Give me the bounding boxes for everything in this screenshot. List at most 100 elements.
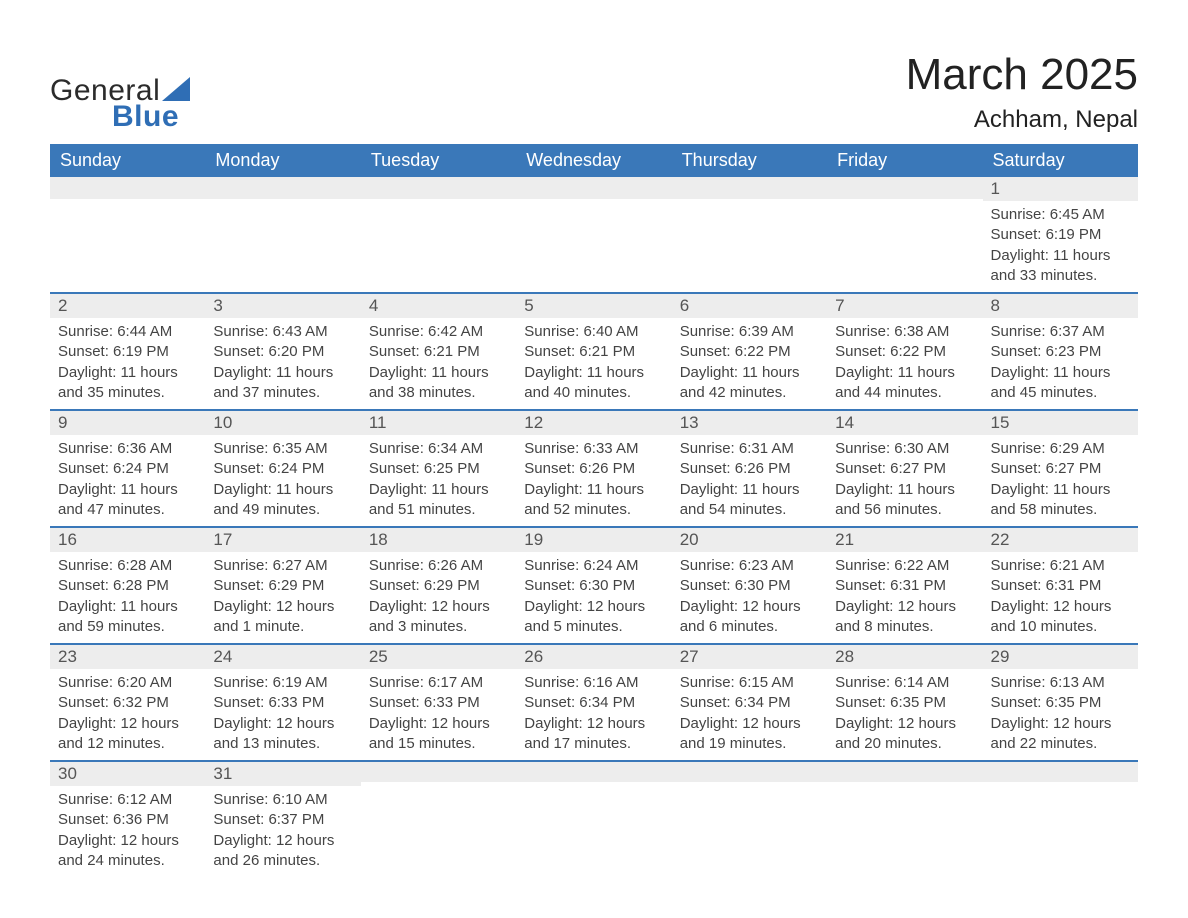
calendar-cell: 9Sunrise: 6:36 AMSunset: 6:24 PMDaylight… — [50, 409, 205, 526]
daylight-text-line1: Daylight: 11 hours — [835, 363, 974, 383]
daylight-text-line1: Daylight: 11 hours — [524, 363, 663, 383]
sunrise-text: Sunrise: 6:19 AM — [213, 673, 352, 693]
sunset-text: Sunset: 6:36 PM — [58, 810, 197, 830]
sunset-text: Sunset: 6:24 PM — [213, 459, 352, 479]
day-number: 2 — [50, 292, 205, 318]
day-body: Sunrise: 6:20 AMSunset: 6:32 PMDaylight:… — [50, 669, 205, 760]
sunrise-text: Sunrise: 6:24 AM — [524, 556, 663, 576]
day-body: Sunrise: 6:44 AMSunset: 6:19 PMDaylight:… — [50, 318, 205, 409]
sunrise-text: Sunrise: 6:38 AM — [835, 322, 974, 342]
daylight-text-line2: and 19 minutes. — [680, 734, 819, 754]
sunrise-text: Sunrise: 6:13 AM — [991, 673, 1130, 693]
empty-day-header — [361, 760, 516, 782]
day-number: 17 — [205, 526, 360, 552]
empty-day-body — [361, 199, 516, 279]
sunset-text: Sunset: 6:33 PM — [213, 693, 352, 713]
sunset-text: Sunset: 6:27 PM — [835, 459, 974, 479]
sunrise-text: Sunrise: 6:44 AM — [58, 322, 197, 342]
calendar-cell: 11Sunrise: 6:34 AMSunset: 6:25 PMDayligh… — [361, 409, 516, 526]
calendar-week-row: 1Sunrise: 6:45 AMSunset: 6:19 PMDaylight… — [50, 177, 1138, 292]
daylight-text-line2: and 8 minutes. — [835, 617, 974, 637]
sunrise-text: Sunrise: 6:33 AM — [524, 439, 663, 459]
calendar-week-row: 30Sunrise: 6:12 AMSunset: 6:36 PMDayligh… — [50, 760, 1138, 877]
calendar-cell: 20Sunrise: 6:23 AMSunset: 6:30 PMDayligh… — [672, 526, 827, 643]
weekday-monday: Monday — [205, 144, 360, 177]
calendar-cell: 28Sunrise: 6:14 AMSunset: 6:35 PMDayligh… — [827, 643, 982, 760]
day-body: Sunrise: 6:13 AMSunset: 6:35 PMDaylight:… — [983, 669, 1138, 760]
daylight-text-line2: and 12 minutes. — [58, 734, 197, 754]
weekday-friday: Friday — [827, 144, 982, 177]
day-number: 20 — [672, 526, 827, 552]
day-body: Sunrise: 6:21 AMSunset: 6:31 PMDaylight:… — [983, 552, 1138, 643]
sunrise-text: Sunrise: 6:36 AM — [58, 439, 197, 459]
calendar-cell: 27Sunrise: 6:15 AMSunset: 6:34 PMDayligh… — [672, 643, 827, 760]
sunrise-text: Sunrise: 6:26 AM — [369, 556, 508, 576]
day-body: Sunrise: 6:17 AMSunset: 6:33 PMDaylight:… — [361, 669, 516, 760]
calendar-table: Sunday Monday Tuesday Wednesday Thursday… — [50, 144, 1138, 877]
daylight-text-line2: and 37 minutes. — [213, 383, 352, 403]
daylight-text-line2: and 52 minutes. — [524, 500, 663, 520]
day-number: 9 — [50, 409, 205, 435]
sunset-text: Sunset: 6:30 PM — [524, 576, 663, 596]
sunset-text: Sunset: 6:20 PM — [213, 342, 352, 362]
sunset-text: Sunset: 6:22 PM — [680, 342, 819, 362]
sunrise-text: Sunrise: 6:42 AM — [369, 322, 508, 342]
sunset-text: Sunset: 6:34 PM — [524, 693, 663, 713]
empty-day-body — [50, 199, 205, 279]
sunset-text: Sunset: 6:19 PM — [991, 225, 1130, 245]
sunrise-text: Sunrise: 6:40 AM — [524, 322, 663, 342]
sunrise-text: Sunrise: 6:45 AM — [991, 205, 1130, 225]
day-body: Sunrise: 6:31 AMSunset: 6:26 PMDaylight:… — [672, 435, 827, 526]
day-body: Sunrise: 6:34 AMSunset: 6:25 PMDaylight:… — [361, 435, 516, 526]
daylight-text-line1: Daylight: 11 hours — [58, 480, 197, 500]
daylight-text-line2: and 3 minutes. — [369, 617, 508, 637]
daylight-text-line1: Daylight: 11 hours — [991, 363, 1130, 383]
empty-day-header — [827, 760, 982, 782]
calendar-cell: 22Sunrise: 6:21 AMSunset: 6:31 PMDayligh… — [983, 526, 1138, 643]
weekday-tuesday: Tuesday — [361, 144, 516, 177]
day-body: Sunrise: 6:15 AMSunset: 6:34 PMDaylight:… — [672, 669, 827, 760]
day-number: 6 — [672, 292, 827, 318]
daylight-text-line1: Daylight: 12 hours — [524, 597, 663, 617]
calendar-cell — [361, 177, 516, 292]
weekday-saturday: Saturday — [983, 144, 1138, 177]
day-body: Sunrise: 6:43 AMSunset: 6:20 PMDaylight:… — [205, 318, 360, 409]
sunrise-text: Sunrise: 6:10 AM — [213, 790, 352, 810]
sunrise-text: Sunrise: 6:35 AM — [213, 439, 352, 459]
daylight-text-line1: Daylight: 11 hours — [369, 480, 508, 500]
calendar-cell: 17Sunrise: 6:27 AMSunset: 6:29 PMDayligh… — [205, 526, 360, 643]
empty-day-header — [361, 177, 516, 199]
weekday-sunday: Sunday — [50, 144, 205, 177]
day-number: 5 — [516, 292, 671, 318]
logo-text-blue: Blue — [112, 100, 179, 134]
sunset-text: Sunset: 6:26 PM — [524, 459, 663, 479]
day-number: 19 — [516, 526, 671, 552]
day-body: Sunrise: 6:36 AMSunset: 6:24 PMDaylight:… — [50, 435, 205, 526]
location: Achham, Nepal — [906, 106, 1138, 134]
calendar-cell — [361, 760, 516, 877]
daylight-text-line2: and 47 minutes. — [58, 500, 197, 520]
daylight-text-line1: Daylight: 12 hours — [524, 714, 663, 734]
day-body: Sunrise: 6:12 AMSunset: 6:36 PMDaylight:… — [50, 786, 205, 877]
sunset-text: Sunset: 6:37 PM — [213, 810, 352, 830]
day-body: Sunrise: 6:37 AMSunset: 6:23 PMDaylight:… — [983, 318, 1138, 409]
day-number: 7 — [827, 292, 982, 318]
daylight-text-line2: and 40 minutes. — [524, 383, 663, 403]
day-number: 4 — [361, 292, 516, 318]
daylight-text-line2: and 38 minutes. — [369, 383, 508, 403]
empty-day-header — [827, 177, 982, 199]
day-body: Sunrise: 6:45 AMSunset: 6:19 PMDaylight:… — [983, 201, 1138, 292]
sunset-text: Sunset: 6:35 PM — [835, 693, 974, 713]
calendar-cell: 2Sunrise: 6:44 AMSunset: 6:19 PMDaylight… — [50, 292, 205, 409]
sunrise-text: Sunrise: 6:15 AM — [680, 673, 819, 693]
daylight-text-line2: and 58 minutes. — [991, 500, 1130, 520]
calendar-cell: 14Sunrise: 6:30 AMSunset: 6:27 PMDayligh… — [827, 409, 982, 526]
day-body: Sunrise: 6:39 AMSunset: 6:22 PMDaylight:… — [672, 318, 827, 409]
empty-day-body — [827, 199, 982, 279]
header-row: General Blue March 2025 Achham, Nepal — [50, 50, 1138, 134]
sunrise-text: Sunrise: 6:17 AM — [369, 673, 508, 693]
day-number: 29 — [983, 643, 1138, 669]
sunrise-text: Sunrise: 6:30 AM — [835, 439, 974, 459]
empty-day-header — [672, 760, 827, 782]
day-number: 22 — [983, 526, 1138, 552]
